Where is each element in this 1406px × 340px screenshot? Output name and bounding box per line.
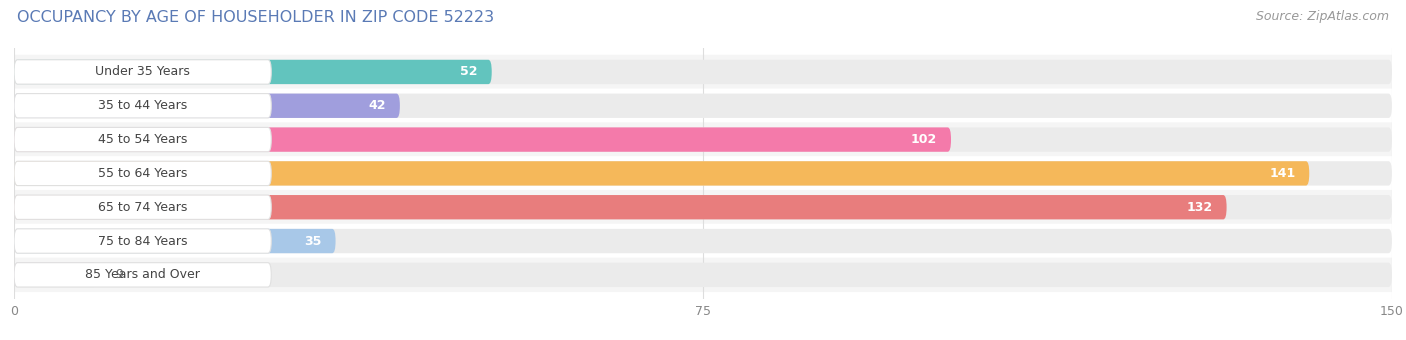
Text: 55 to 64 Years: 55 to 64 Years xyxy=(98,167,187,180)
FancyBboxPatch shape xyxy=(14,60,271,84)
Text: 45 to 54 Years: 45 to 54 Years xyxy=(98,133,187,146)
Text: 35: 35 xyxy=(305,235,322,248)
FancyBboxPatch shape xyxy=(0,122,1406,157)
Text: 35 to 44 Years: 35 to 44 Years xyxy=(98,99,187,112)
FancyBboxPatch shape xyxy=(0,156,1406,191)
FancyBboxPatch shape xyxy=(14,60,1392,84)
FancyBboxPatch shape xyxy=(14,94,1392,118)
FancyBboxPatch shape xyxy=(14,229,271,253)
Text: 85 Years and Over: 85 Years and Over xyxy=(86,268,200,282)
FancyBboxPatch shape xyxy=(14,161,1309,186)
FancyBboxPatch shape xyxy=(14,195,1226,219)
FancyBboxPatch shape xyxy=(14,229,1392,253)
FancyBboxPatch shape xyxy=(0,190,1406,224)
FancyBboxPatch shape xyxy=(0,258,1406,292)
Text: 65 to 74 Years: 65 to 74 Years xyxy=(98,201,187,214)
FancyBboxPatch shape xyxy=(14,128,950,152)
Text: 132: 132 xyxy=(1187,201,1213,214)
FancyBboxPatch shape xyxy=(14,195,271,219)
FancyBboxPatch shape xyxy=(14,229,336,253)
FancyBboxPatch shape xyxy=(14,161,271,186)
FancyBboxPatch shape xyxy=(14,94,271,118)
FancyBboxPatch shape xyxy=(14,161,1392,186)
Text: 75 to 84 Years: 75 to 84 Years xyxy=(98,235,187,248)
Text: 141: 141 xyxy=(1270,167,1295,180)
Text: 52: 52 xyxy=(460,65,478,79)
Text: Source: ZipAtlas.com: Source: ZipAtlas.com xyxy=(1256,10,1389,23)
FancyBboxPatch shape xyxy=(14,128,271,152)
FancyBboxPatch shape xyxy=(0,55,1406,89)
FancyBboxPatch shape xyxy=(14,263,97,287)
FancyBboxPatch shape xyxy=(14,195,1392,219)
FancyBboxPatch shape xyxy=(14,94,399,118)
Text: OCCUPANCY BY AGE OF HOUSEHOLDER IN ZIP CODE 52223: OCCUPANCY BY AGE OF HOUSEHOLDER IN ZIP C… xyxy=(17,10,494,25)
FancyBboxPatch shape xyxy=(14,263,1392,287)
FancyBboxPatch shape xyxy=(14,128,1392,152)
Text: 102: 102 xyxy=(911,133,938,146)
FancyBboxPatch shape xyxy=(14,60,492,84)
FancyBboxPatch shape xyxy=(0,224,1406,258)
Text: Under 35 Years: Under 35 Years xyxy=(96,65,190,79)
FancyBboxPatch shape xyxy=(0,88,1406,123)
Text: 42: 42 xyxy=(368,99,387,112)
Text: 9: 9 xyxy=(115,268,122,282)
FancyBboxPatch shape xyxy=(14,263,271,287)
